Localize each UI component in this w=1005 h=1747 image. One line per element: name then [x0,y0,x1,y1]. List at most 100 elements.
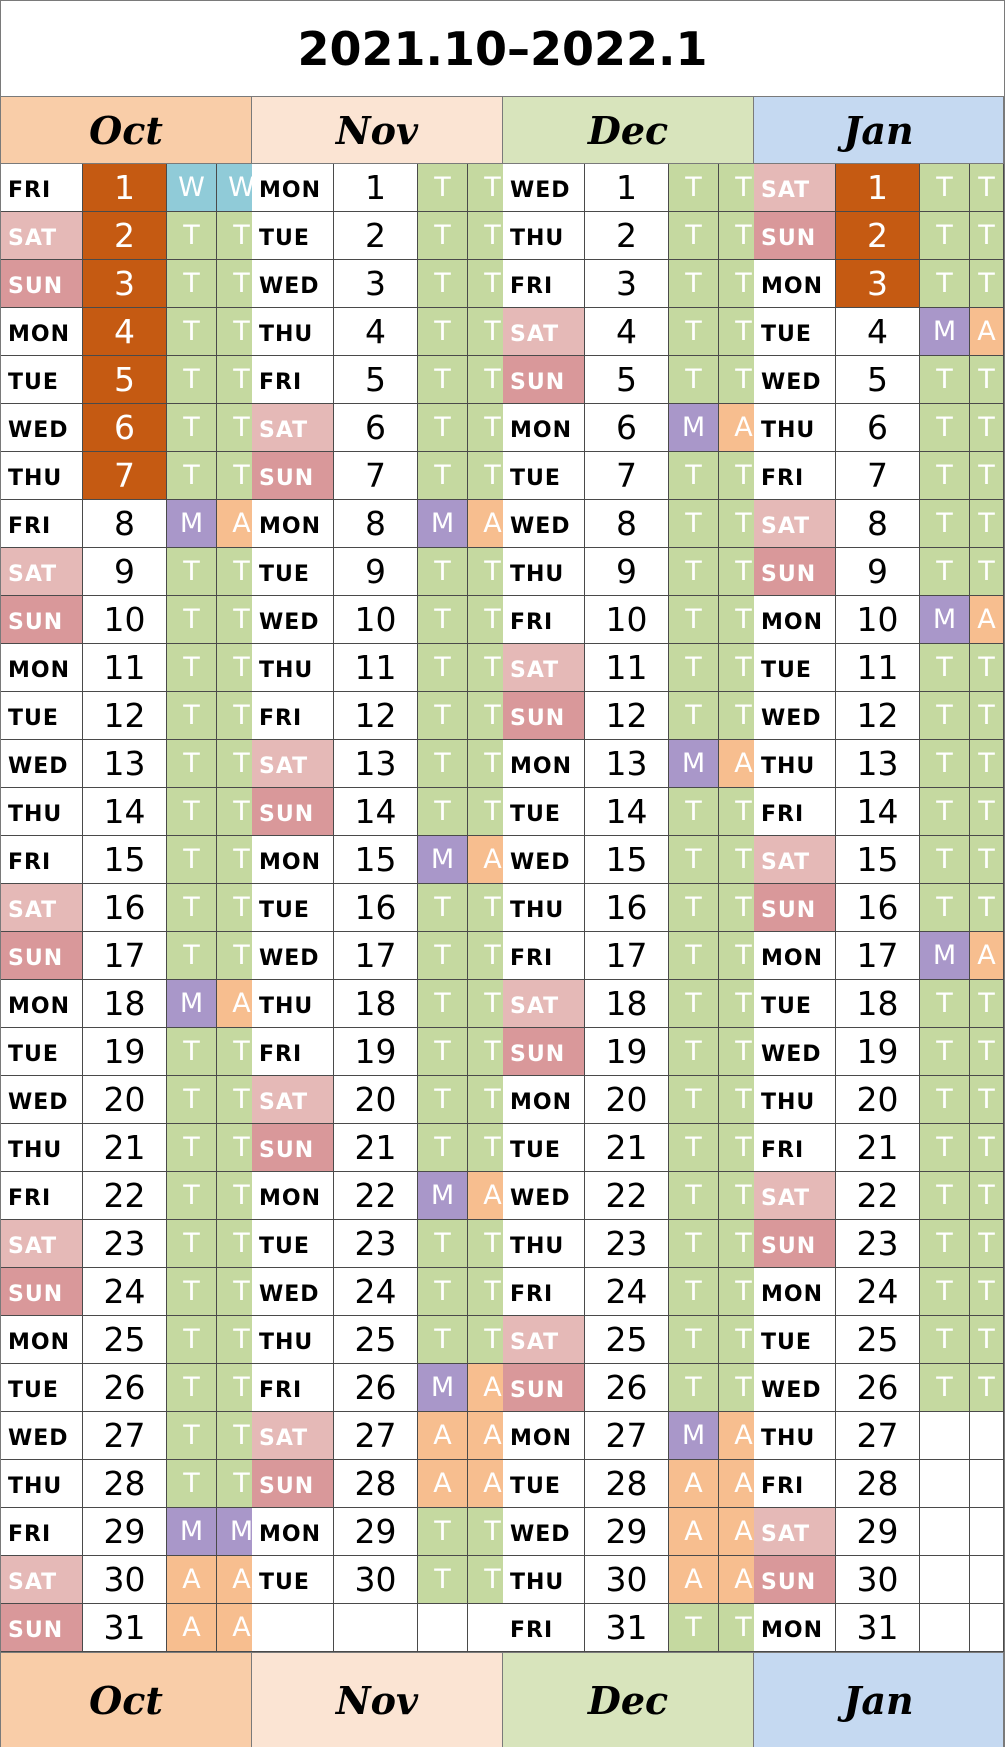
day-number-cell: 15 [836,836,920,884]
shift-code-cell: T [418,212,468,260]
shift-code-cell: M [418,1364,468,1412]
weekday-cell: FRI [252,356,334,404]
weekday-cell: WED [754,692,836,740]
day-number-cell: 25 [585,1316,669,1364]
shift-code-cell: A [418,1412,468,1460]
day-number-cell: 22 [83,1172,167,1220]
weekday-cell: WED [754,356,836,404]
weekday-cell: SAT [503,1316,585,1364]
shift-code-cell: T [418,164,468,212]
day-number-cell: 6 [334,404,418,452]
shift-code-cell: T [167,1364,217,1412]
weekday-cell: MON [503,1412,585,1460]
weekday-cell: WED [503,500,585,548]
day-number-cell: 15 [585,836,669,884]
day-number-cell: 1 [836,164,920,212]
day-number-cell: 4 [836,308,920,356]
day-number-cell: 3 [836,260,920,308]
day-number-cell: 31 [836,1604,920,1652]
shift-code-cell: T [970,1316,1004,1364]
shift-code-cell: T [418,1124,468,1172]
day-number-cell: 27 [585,1412,669,1460]
shift-code-cell: T [167,788,217,836]
weekday-cell: WED [503,1172,585,1220]
month-header-jan: Jan [754,97,1004,164]
weekday-cell: WED [252,932,334,980]
weekday-cell: SUN [754,884,836,932]
day-number-cell: 21 [83,1124,167,1172]
day-number-cell: 27 [836,1412,920,1460]
shift-code-cell: T [970,644,1004,692]
weekday-cell: THU [1,452,83,500]
day-number-cell: 10 [585,596,669,644]
day-number-cell: 10 [836,596,920,644]
weekday-cell: MON [754,596,836,644]
weekday-cell: THU [503,884,585,932]
weekday-cell: FRI [503,1604,585,1652]
shift-code-cell: T [669,644,719,692]
day-number-cell: 26 [83,1364,167,1412]
day-number-cell: 22 [836,1172,920,1220]
shift-code-cell: T [418,548,468,596]
day-number-cell: 23 [83,1220,167,1268]
weekday-cell: WED [1,740,83,788]
day-number-cell: 28 [83,1460,167,1508]
shift-code-cell: A [970,308,1004,356]
shift-code-cell: T [970,740,1004,788]
day-number-cell: 22 [334,1172,418,1220]
shift-code-cell: A [669,1556,719,1604]
weekday-cell: MON [1,308,83,356]
weekday-cell [252,1604,334,1652]
shift-code-cell: A [167,1556,217,1604]
weekday-cell: TUE [754,644,836,692]
day-number-cell: 9 [334,548,418,596]
shift-code-cell: T [669,1316,719,1364]
shift-code-cell: T [167,308,217,356]
weekday-cell: TUE [503,1460,585,1508]
day-number-cell: 7 [836,452,920,500]
shift-code-cell [418,1604,468,1652]
weekday-cell: THU [503,1556,585,1604]
shift-code-cell: T [167,452,217,500]
shift-code-cell: T [920,836,970,884]
weekday-cell: TUE [754,980,836,1028]
shift-code-cell: T [669,1172,719,1220]
weekday-cell: SUN [754,548,836,596]
shift-code-cell: T [920,500,970,548]
shift-code-cell: T [920,740,970,788]
day-number-cell: 25 [836,1316,920,1364]
weekday-cell: MON [252,1508,334,1556]
weekday-cell: THU [252,644,334,692]
weekday-cell: FRI [503,1268,585,1316]
shift-code-cell: T [418,1028,468,1076]
day-number-cell: 19 [334,1028,418,1076]
shift-code-cell: T [418,260,468,308]
weekday-cell: SUN [252,1460,334,1508]
weekday-cell: TUE [1,692,83,740]
weekday-cell: FRI [1,164,83,212]
day-number-cell: 3 [334,260,418,308]
day-number-cell: 8 [83,500,167,548]
day-number-cell: 31 [83,1604,167,1652]
shift-code-cell: T [970,1028,1004,1076]
shift-code-cell: T [418,980,468,1028]
day-number-cell: 18 [334,980,418,1028]
shift-code-cell: T [418,1076,468,1124]
day-number-cell: 1 [334,164,418,212]
weekday-cell: SUN [503,1364,585,1412]
shift-code-cell: T [167,260,217,308]
weekday-cell: SAT [252,1412,334,1460]
weekday-cell: FRI [1,836,83,884]
month-footer-jan: Jan [754,1652,1004,1747]
weekday-cell: FRI [503,596,585,644]
day-number-cell: 22 [585,1172,669,1220]
shift-code-cell: T [970,356,1004,404]
shift-code-cell: T [970,500,1004,548]
day-number-cell: 17 [83,932,167,980]
page-title: 2021.10–2022.1 [1,1,1004,97]
day-number-cell: 20 [334,1076,418,1124]
weekday-cell: SUN [252,1124,334,1172]
weekday-cell: THU [754,1076,836,1124]
shift-code-cell: T [920,212,970,260]
shift-code-cell: T [920,1316,970,1364]
